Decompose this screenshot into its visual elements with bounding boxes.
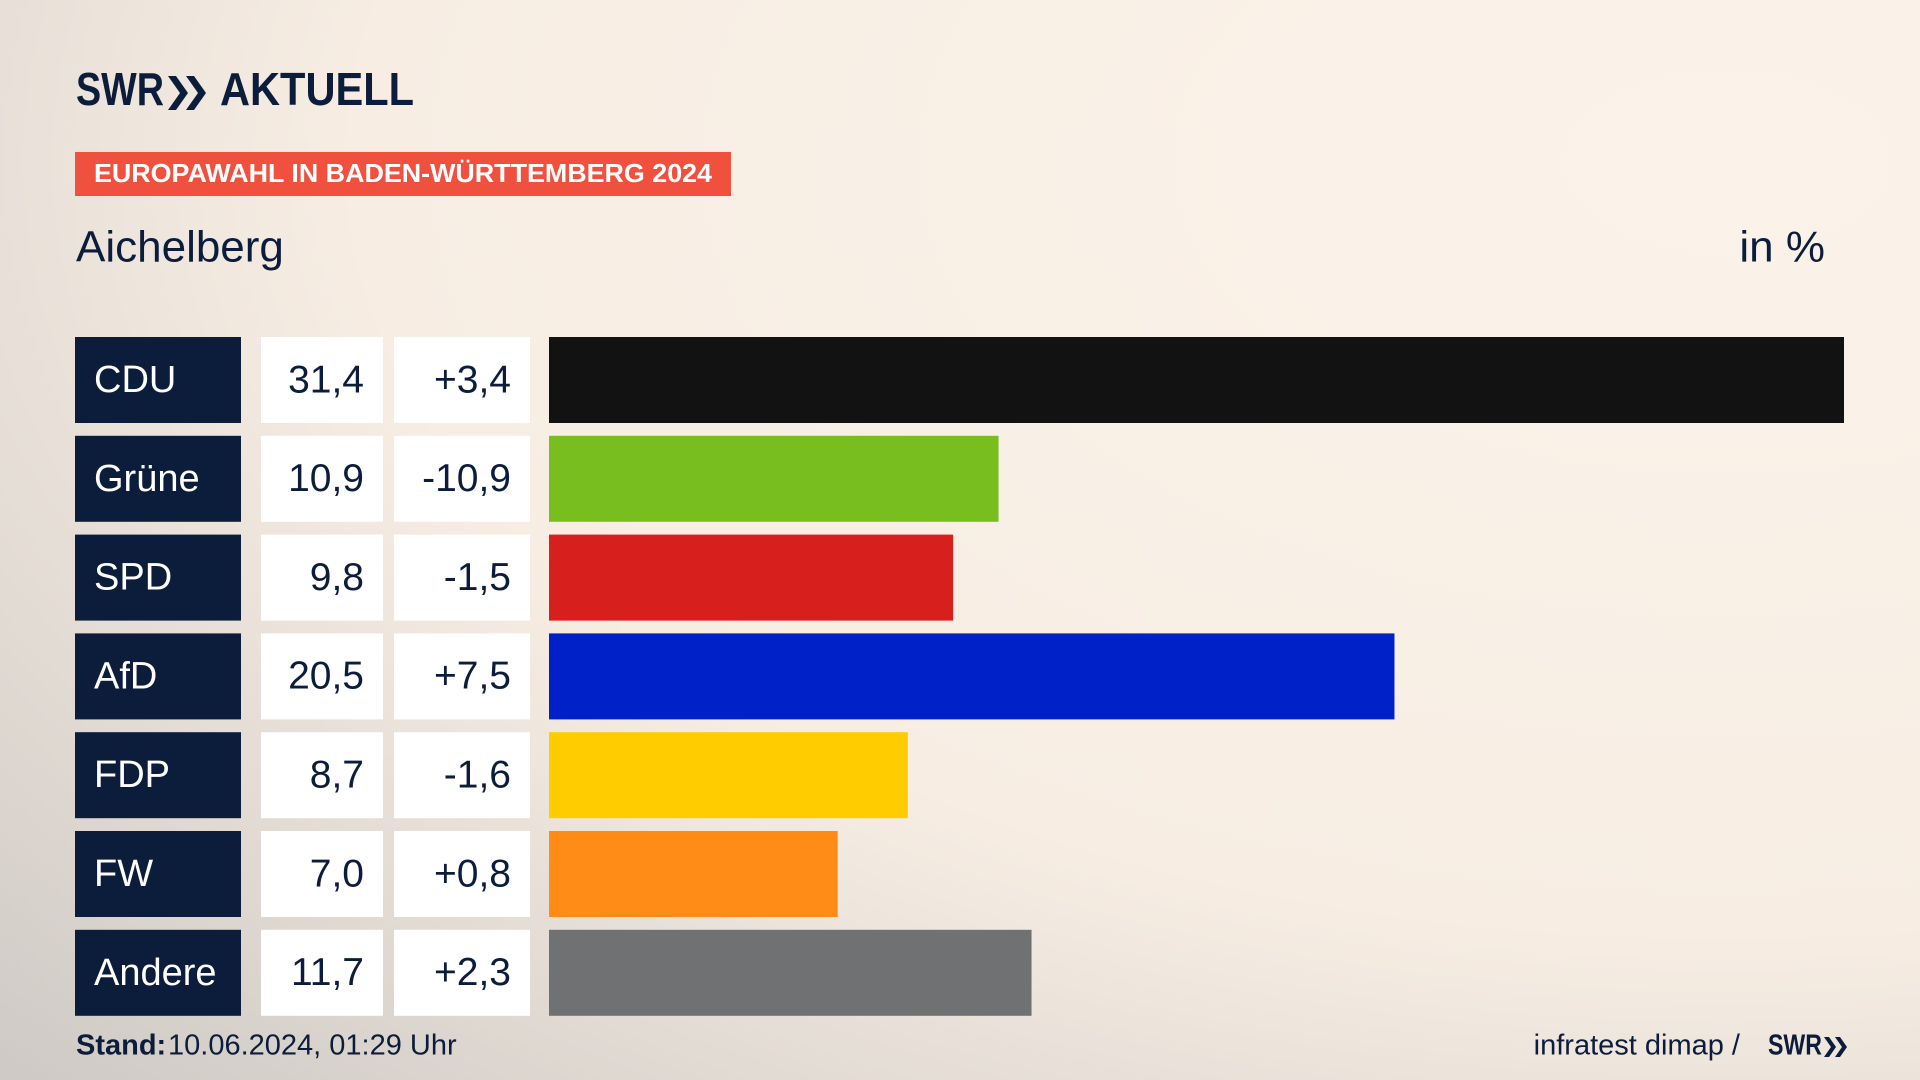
badge: EUROPAWAHL IN BADEN-WÜRTTEMBERG 2024 [94, 158, 713, 188]
party-box [75, 732, 241, 819]
bar [549, 337, 1844, 423]
value-label: 7,0 [310, 852, 364, 895]
bar [549, 929, 1032, 1016]
value-box [261, 732, 383, 819]
change-label: -1,5 [444, 556, 511, 599]
change-box [394, 831, 530, 917]
bar [549, 633, 1395, 720]
footer-source: infratest dimap / [1534, 1030, 1741, 1062]
footer-date: 10.06.2024, 01:29 Uhr [168, 1030, 457, 1062]
value-box [261, 929, 383, 1016]
unit: in % [1739, 223, 1825, 272]
party-box [75, 929, 241, 1016]
party-box [75, 831, 241, 917]
change-box [394, 435, 530, 522]
brand-name: SWR [76, 63, 164, 115]
party-label: Andere [94, 952, 217, 994]
change-label: +3,4 [434, 358, 511, 401]
chart-title: Aichelberg [76, 223, 284, 272]
value-label: 11,7 [291, 951, 364, 994]
value-box [261, 534, 383, 621]
change-box [394, 633, 530, 720]
change-box [394, 732, 530, 819]
value-label: 20,5 [288, 655, 364, 698]
change-label: -10,9 [422, 457, 511, 500]
change-label: +2,3 [434, 951, 511, 994]
party-label: Grüne [94, 458, 200, 500]
party-box [75, 435, 241, 522]
value-label: 8,7 [310, 753, 364, 796]
bar [549, 831, 838, 917]
value-label: 10,9 [288, 457, 364, 500]
value-box [261, 831, 383, 917]
badge-box [75, 152, 731, 196]
footer-label: Stand: [76, 1030, 166, 1062]
party-box [75, 534, 241, 621]
party-label: FW [94, 853, 153, 895]
party-label: CDU [94, 359, 176, 401]
party-label: FDP [94, 754, 170, 796]
bar [549, 435, 999, 522]
value-box [261, 337, 383, 423]
party-box [75, 633, 241, 720]
footer-chevrons [1824, 1037, 1847, 1057]
party-label: AfD [94, 655, 157, 697]
value-box [261, 633, 383, 720]
brand-chevrons [168, 76, 206, 110]
value-label: 9,8 [310, 556, 364, 599]
change-box [394, 929, 530, 1016]
bar [549, 732, 908, 819]
change-label: +7,5 [434, 655, 511, 698]
change-box [394, 534, 530, 621]
party-label: SPD [94, 557, 172, 599]
brand-product: AKTUELL [220, 63, 414, 115]
party-box [75, 337, 241, 423]
value-label: 31,4 [288, 358, 364, 401]
change-label: +0,8 [434, 852, 511, 895]
change-label: -1,6 [444, 753, 511, 796]
footer-brand: SWR [1768, 1030, 1822, 1062]
value-box [261, 435, 383, 522]
bar [549, 534, 954, 621]
change-box [394, 337, 530, 423]
